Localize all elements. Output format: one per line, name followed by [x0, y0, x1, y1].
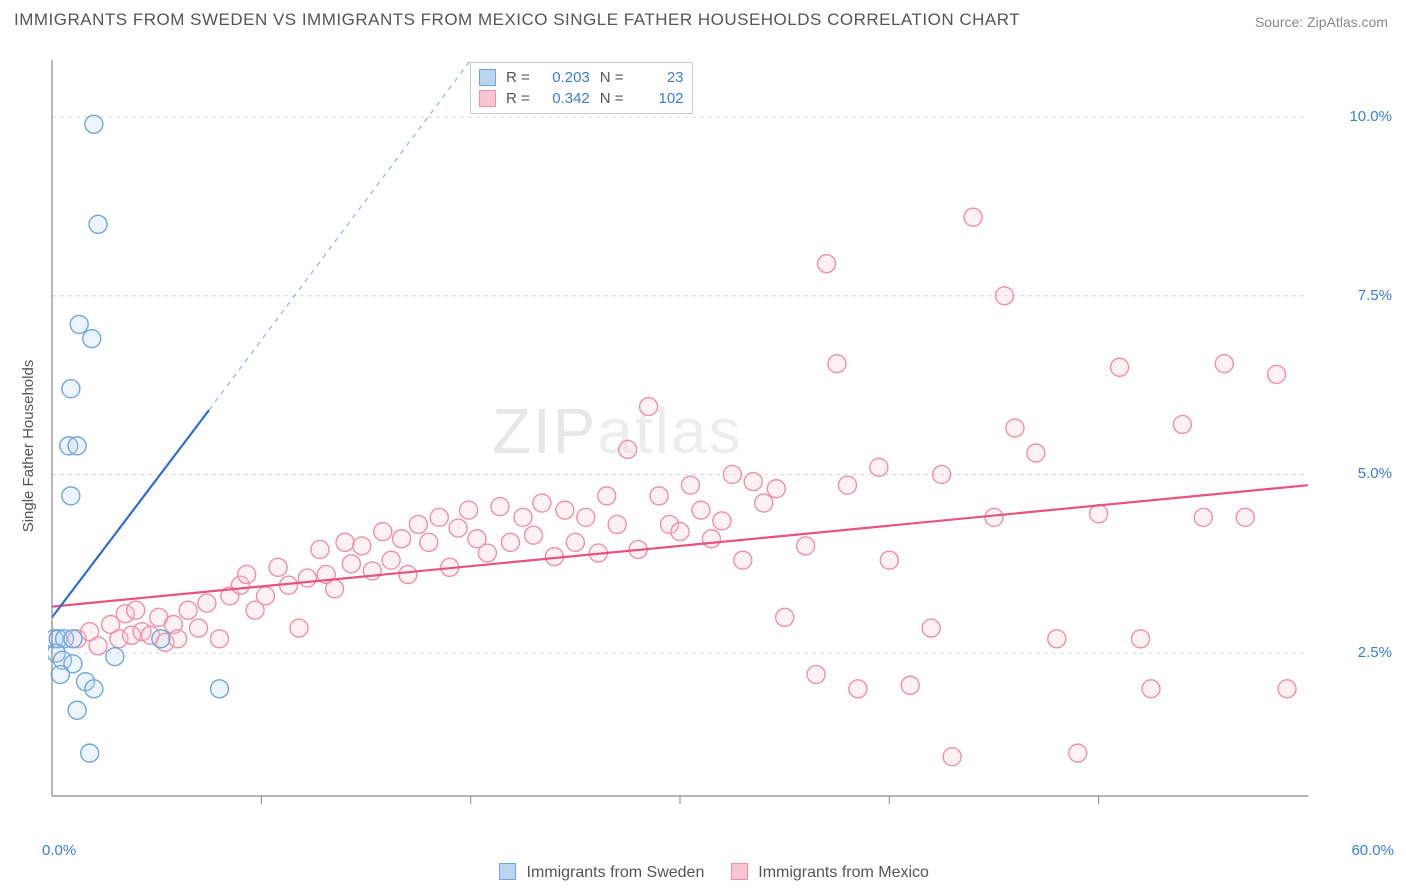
legend-swatch-sweden — [499, 863, 516, 880]
stats-r-label: R = — [506, 69, 530, 86]
legend-swatch-sweden — [479, 69, 496, 86]
x-min-label: 0.0% — [42, 842, 76, 859]
source-prefix: Source: — [1255, 14, 1307, 30]
y-tick-label: 10.0% — [1349, 108, 1392, 125]
stats-n-mexico: 102 — [634, 90, 684, 107]
stats-r-label: R = — [506, 90, 530, 107]
stats-row-sweden: R = 0.203 N = 23 — [479, 67, 684, 88]
stats-legend-box: R = 0.203 N = 23 R = 0.342 N = 102 — [470, 62, 693, 114]
stats-r-sweden: 0.203 — [540, 69, 590, 86]
source-attribution: Source: ZipAtlas.com — [1255, 14, 1388, 30]
stats-n-sweden: 23 — [634, 69, 684, 86]
y-tick-label: 7.5% — [1358, 287, 1392, 304]
y-axis-label: Single Father Households — [20, 360, 37, 533]
stats-n-label: N = — [600, 69, 624, 86]
source-name: ZipAtlas.com — [1307, 14, 1388, 30]
y-tick-label: 5.0% — [1358, 465, 1392, 482]
stats-r-mexico: 0.342 — [540, 90, 590, 107]
legend-swatch-mexico — [479, 90, 496, 107]
y-tick-label: 2.5% — [1358, 644, 1392, 661]
legend-swatch-mexico — [731, 863, 748, 880]
chart-title: IMMIGRANTS FROM SWEDEN VS IMMIGRANTS FRO… — [14, 10, 1020, 30]
stats-n-label: N = — [600, 90, 624, 107]
legend-label-mexico: Immigrants from Mexico — [758, 864, 929, 881]
bottom-legend: Immigrants from Sweden Immigrants from M… — [0, 863, 1406, 882]
x-max-label: 60.0% — [1351, 842, 1394, 859]
stats-row-mexico: R = 0.342 N = 102 — [479, 88, 684, 109]
scatter-plot: ZIPatlas — [48, 56, 1358, 816]
legend-label-sweden: Immigrants from Sweden — [527, 864, 705, 881]
svg-text:ZIPatlas: ZIPatlas — [492, 395, 743, 467]
